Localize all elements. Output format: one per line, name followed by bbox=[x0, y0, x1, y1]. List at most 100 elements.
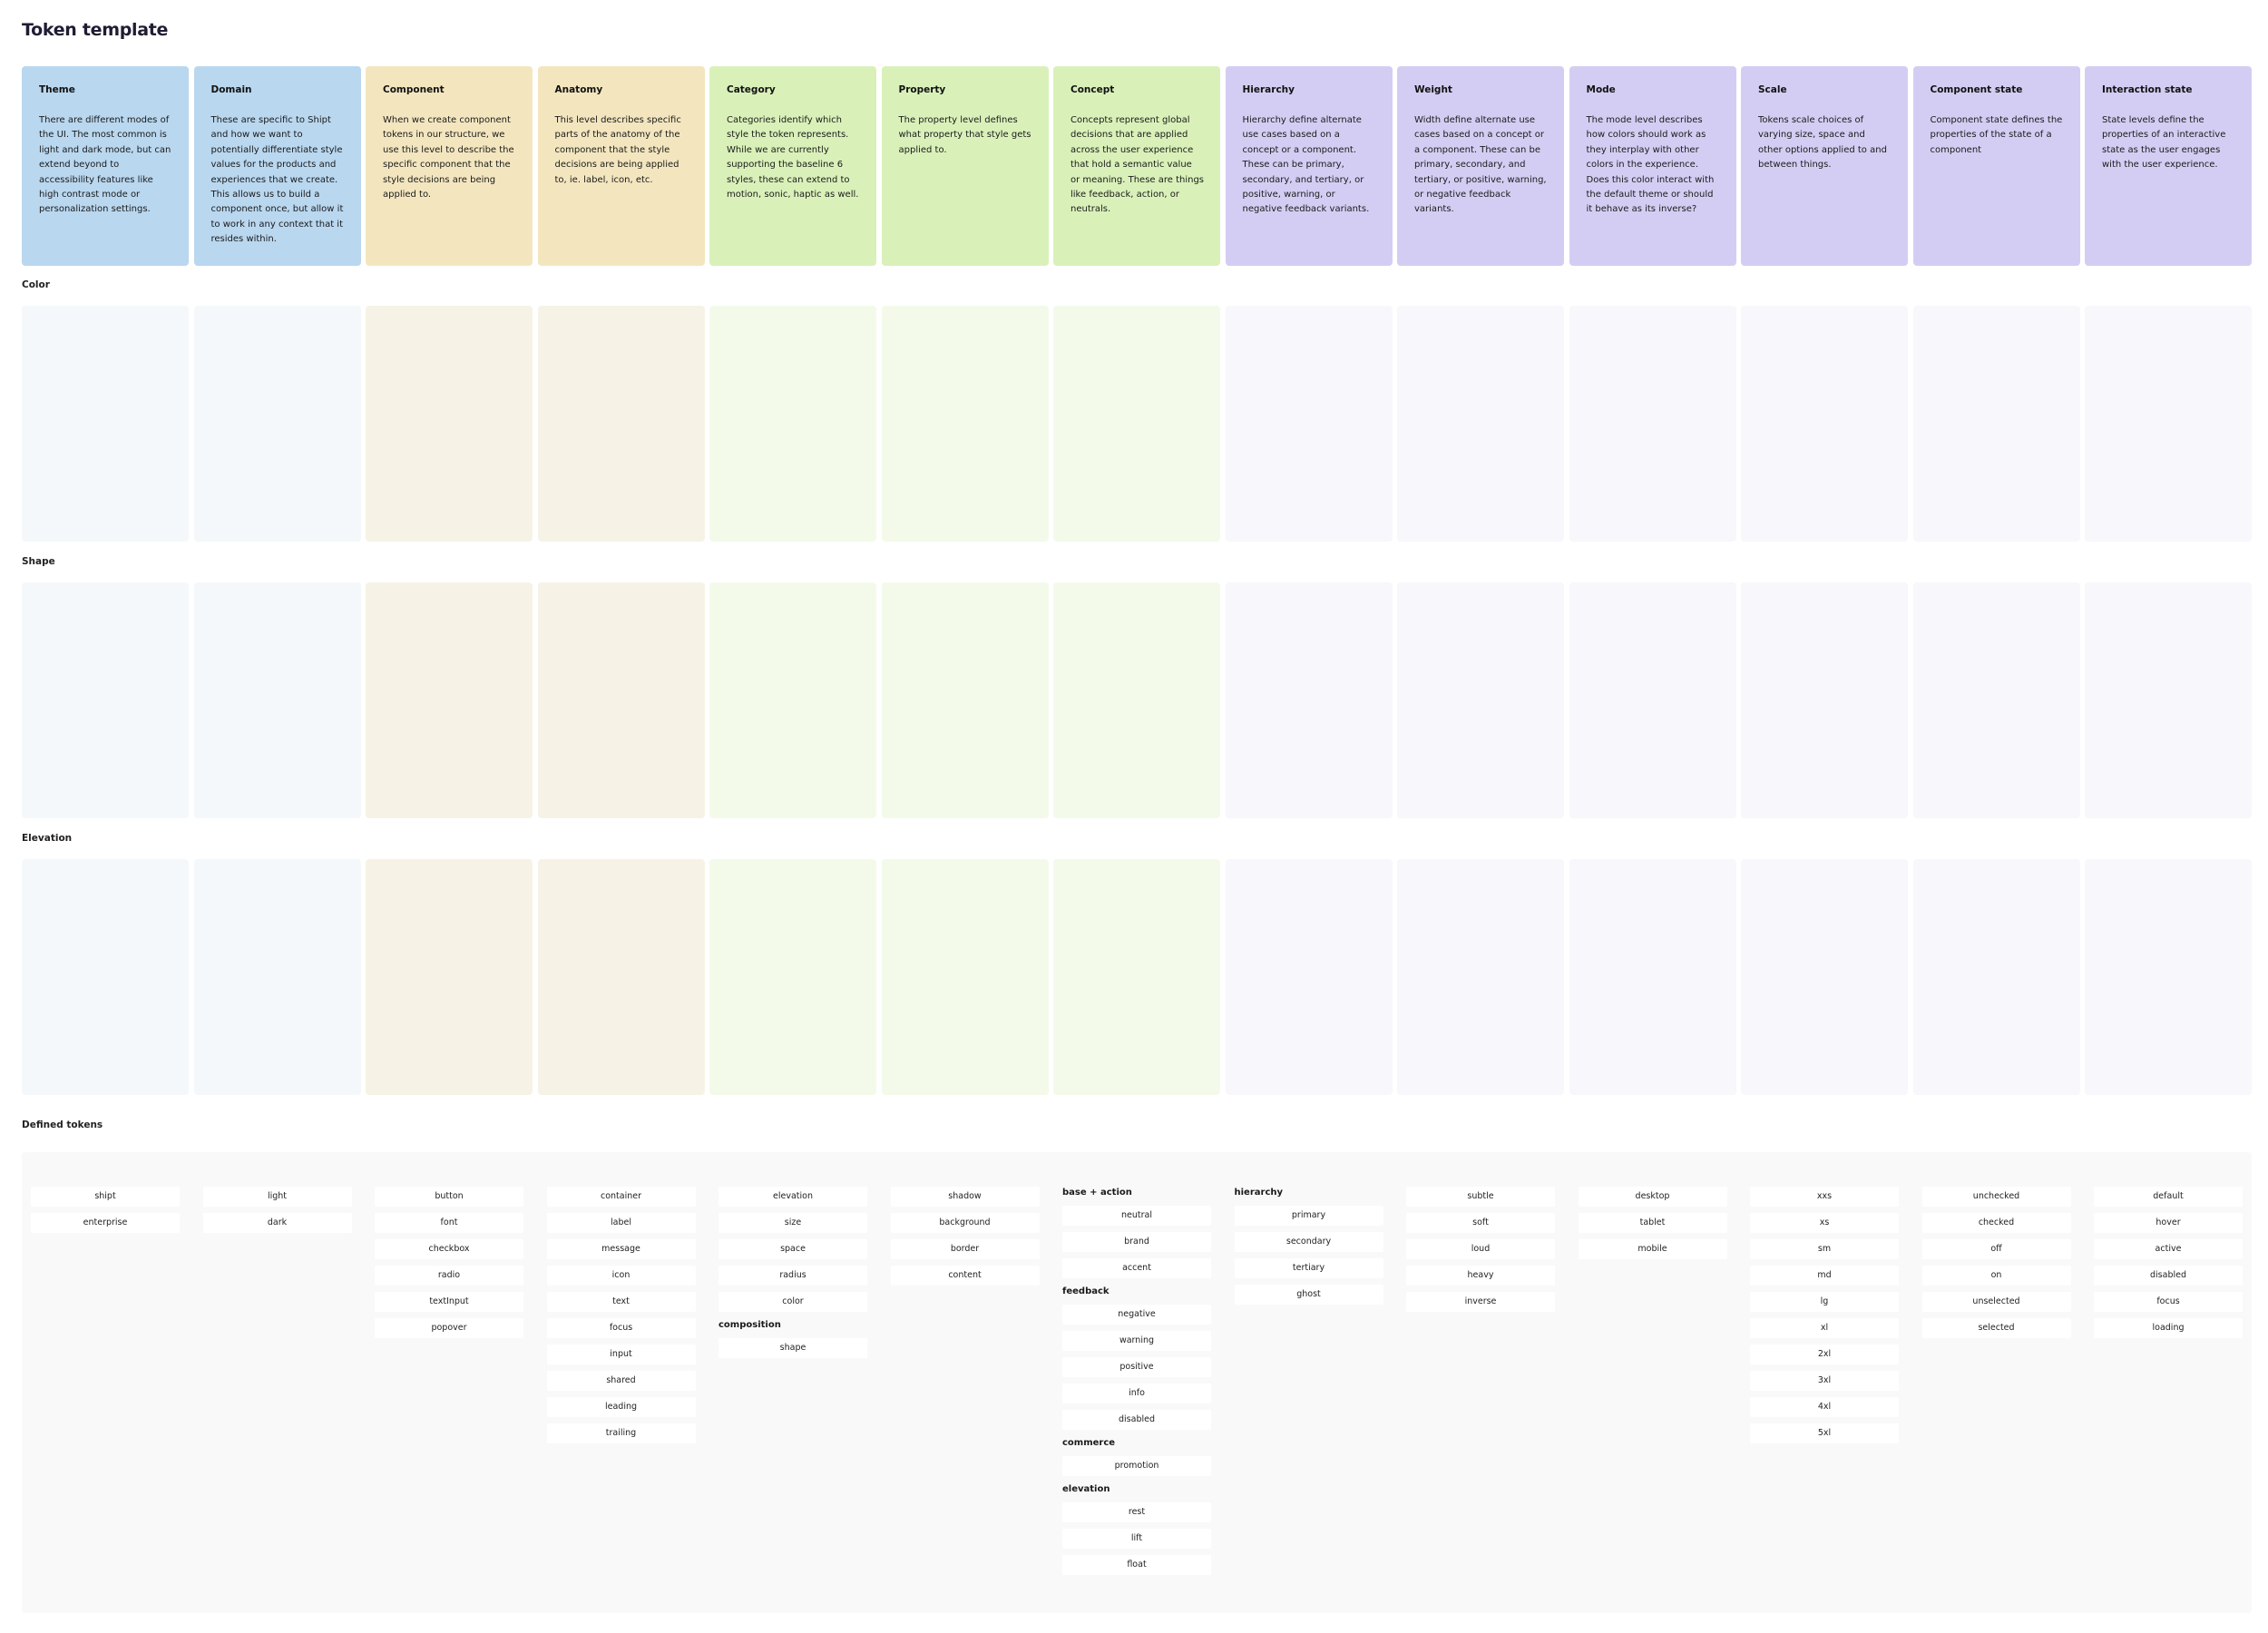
slot-color-mode[interactable] bbox=[1569, 306, 1736, 542]
slot-color-weight[interactable] bbox=[1397, 306, 1564, 542]
token-pill-xs[interactable]: xs bbox=[1750, 1213, 1899, 1233]
slot-color-scale[interactable] bbox=[1741, 306, 1908, 542]
token-pill-shared[interactable]: shared bbox=[546, 1371, 696, 1391]
token-pill-inverse[interactable]: inverse bbox=[1406, 1292, 1555, 1312]
slot-shape-concept[interactable] bbox=[1053, 582, 1220, 818]
token-pill-desktop[interactable]: desktop bbox=[1578, 1187, 1727, 1207]
slot-elevation-component-state[interactable] bbox=[1912, 859, 2080, 1095]
token-pill-mobile[interactable]: mobile bbox=[1578, 1239, 1727, 1259]
token-pill-lg[interactable]: lg bbox=[1750, 1292, 1899, 1312]
slot-shape-component[interactable] bbox=[366, 582, 533, 818]
slot-color-anatomy[interactable] bbox=[537, 306, 705, 542]
token-pill-rest[interactable]: rest bbox=[1062, 1502, 1211, 1522]
slot-shape-category[interactable] bbox=[709, 582, 876, 818]
token-pill-heavy[interactable]: heavy bbox=[1406, 1266, 1555, 1286]
token-pill-loud[interactable]: loud bbox=[1406, 1239, 1555, 1259]
slot-shape-interaction-state[interactable] bbox=[2085, 582, 2252, 818]
token-pill-info[interactable]: info bbox=[1062, 1384, 1211, 1403]
token-pill-focus[interactable]: focus bbox=[2094, 1292, 2243, 1312]
token-pill-background[interactable]: background bbox=[890, 1213, 1040, 1233]
slot-shape-domain[interactable] bbox=[193, 582, 361, 818]
token-pill-content[interactable]: content bbox=[890, 1266, 1040, 1286]
token-pill-trailing[interactable]: trailing bbox=[546, 1423, 696, 1443]
token-pill-warning[interactable]: warning bbox=[1062, 1331, 1211, 1351]
slot-elevation-scale[interactable] bbox=[1741, 859, 1908, 1095]
slot-color-theme[interactable] bbox=[22, 306, 189, 542]
slot-elevation-mode[interactable] bbox=[1569, 859, 1736, 1095]
slot-shape-theme[interactable] bbox=[22, 582, 189, 818]
slot-elevation-property[interactable] bbox=[881, 859, 1049, 1095]
token-pill-promotion[interactable]: promotion bbox=[1062, 1456, 1211, 1476]
token-pill-space[interactable]: space bbox=[719, 1239, 867, 1259]
slot-color-concept[interactable] bbox=[1053, 306, 1220, 542]
slot-color-component[interactable] bbox=[366, 306, 533, 542]
token-pill-textinput[interactable]: textInput bbox=[375, 1292, 523, 1312]
token-pill-2xl[interactable]: 2xl bbox=[1750, 1345, 1899, 1364]
token-pill-md[interactable]: md bbox=[1750, 1266, 1899, 1286]
token-pill-xxs[interactable]: xxs bbox=[1750, 1187, 1899, 1207]
token-pill-dark[interactable]: dark bbox=[202, 1213, 352, 1233]
token-pill-xl[interactable]: xl bbox=[1750, 1318, 1899, 1338]
token-pill-size[interactable]: size bbox=[719, 1213, 867, 1233]
slot-color-domain[interactable] bbox=[193, 306, 361, 542]
token-pill-color[interactable]: color bbox=[719, 1292, 867, 1312]
slot-color-category[interactable] bbox=[709, 306, 876, 542]
token-pill-label[interactable]: label bbox=[546, 1213, 696, 1233]
slot-elevation-component[interactable] bbox=[366, 859, 533, 1095]
slot-elevation-anatomy[interactable] bbox=[537, 859, 705, 1095]
token-pill-focus[interactable]: focus bbox=[546, 1318, 696, 1338]
token-pill-lift[interactable]: lift bbox=[1062, 1529, 1211, 1549]
token-pill-container[interactable]: container bbox=[546, 1187, 696, 1207]
slot-elevation-domain[interactable] bbox=[193, 859, 361, 1095]
token-pill-shipt[interactable]: shipt bbox=[31, 1187, 180, 1207]
token-pill-button[interactable]: button bbox=[375, 1187, 523, 1207]
slot-elevation-concept[interactable] bbox=[1053, 859, 1220, 1095]
token-pill-subtle[interactable]: subtle bbox=[1406, 1187, 1555, 1207]
token-pill-enterprise[interactable]: enterprise bbox=[31, 1213, 180, 1233]
slot-elevation-theme[interactable] bbox=[22, 859, 189, 1095]
slot-elevation-weight[interactable] bbox=[1397, 859, 1564, 1095]
slot-elevation-interaction-state[interactable] bbox=[2085, 859, 2252, 1095]
token-pill-disabled[interactable]: disabled bbox=[1062, 1410, 1211, 1430]
token-pill-border[interactable]: border bbox=[890, 1239, 1040, 1259]
token-pill-hover[interactable]: hover bbox=[2094, 1213, 2243, 1233]
token-pill-checked[interactable]: checked bbox=[1921, 1213, 2071, 1233]
token-pill-negative[interactable]: negative bbox=[1062, 1305, 1211, 1325]
slot-elevation-hierarchy[interactable] bbox=[1225, 859, 1393, 1095]
token-pill-message[interactable]: message bbox=[546, 1239, 696, 1259]
token-pill-off[interactable]: off bbox=[1921, 1239, 2071, 1259]
token-pill-positive[interactable]: positive bbox=[1062, 1357, 1211, 1377]
token-pill-sm[interactable]: sm bbox=[1750, 1239, 1899, 1259]
token-pill-elevation[interactable]: elevation bbox=[719, 1187, 867, 1207]
token-pill-unselected[interactable]: unselected bbox=[1921, 1292, 2071, 1312]
slot-shape-component-state[interactable] bbox=[1912, 582, 2080, 818]
slot-shape-anatomy[interactable] bbox=[537, 582, 705, 818]
token-pill-secondary[interactable]: secondary bbox=[1234, 1232, 1383, 1252]
slot-shape-mode[interactable] bbox=[1569, 582, 1736, 818]
token-pill-tablet[interactable]: tablet bbox=[1578, 1213, 1727, 1233]
token-pill-4xl[interactable]: 4xl bbox=[1750, 1397, 1899, 1417]
token-pill-5xl[interactable]: 5xl bbox=[1750, 1423, 1899, 1443]
token-pill-leading[interactable]: leading bbox=[546, 1397, 696, 1417]
token-pill-input[interactable]: input bbox=[546, 1345, 696, 1364]
slot-shape-scale[interactable] bbox=[1741, 582, 1908, 818]
token-pill-accent[interactable]: accent bbox=[1062, 1258, 1211, 1278]
token-pill-brand[interactable]: brand bbox=[1062, 1232, 1211, 1252]
token-pill-shape[interactable]: shape bbox=[719, 1338, 867, 1358]
slot-color-component-state[interactable] bbox=[1912, 306, 2080, 542]
slot-shape-weight[interactable] bbox=[1397, 582, 1564, 818]
token-pill-shadow[interactable]: shadow bbox=[890, 1187, 1040, 1207]
token-pill-light[interactable]: light bbox=[202, 1187, 352, 1207]
token-pill-disabled[interactable]: disabled bbox=[2094, 1266, 2243, 1286]
token-pill-float[interactable]: float bbox=[1062, 1555, 1211, 1575]
token-pill-primary[interactable]: primary bbox=[1234, 1206, 1383, 1226]
slot-color-hierarchy[interactable] bbox=[1225, 306, 1393, 542]
token-pill-neutral[interactable]: neutral bbox=[1062, 1206, 1211, 1226]
slot-color-property[interactable] bbox=[881, 306, 1049, 542]
token-pill-loading[interactable]: loading bbox=[2094, 1318, 2243, 1338]
token-pill-radius[interactable]: radius bbox=[719, 1266, 867, 1286]
token-pill-font[interactable]: font bbox=[375, 1213, 523, 1233]
slot-shape-hierarchy[interactable] bbox=[1225, 582, 1393, 818]
token-pill-radio[interactable]: radio bbox=[375, 1266, 523, 1286]
token-pill-text[interactable]: text bbox=[546, 1292, 696, 1312]
